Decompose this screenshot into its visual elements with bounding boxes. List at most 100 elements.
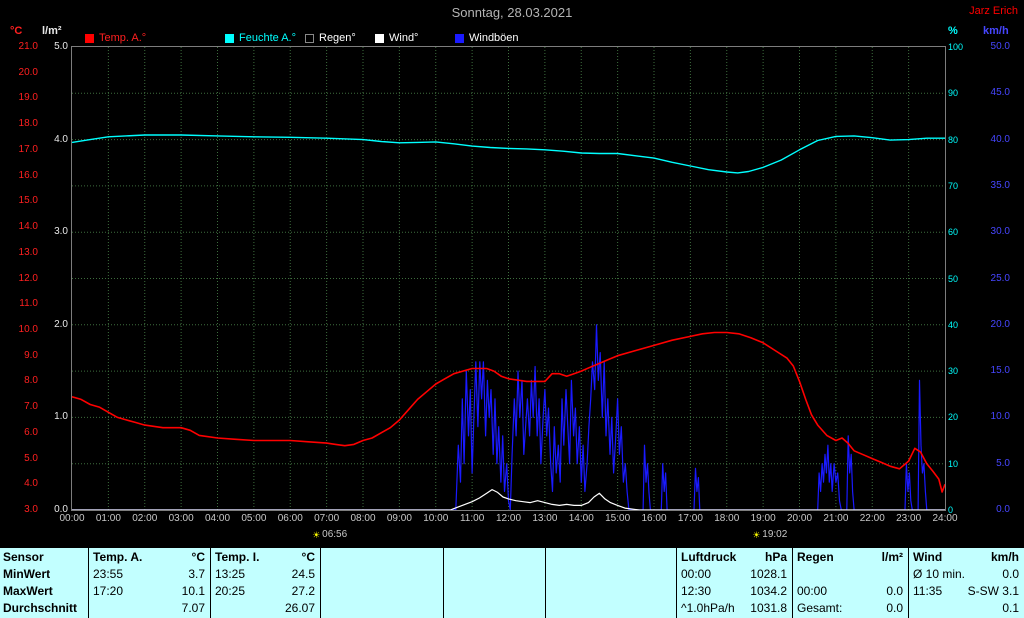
humidity-axis-tick: 100 [948,42,964,52]
time-axis-tick: 19:00 [750,513,776,524]
rain-axis-tick: 2.0 [54,318,68,330]
table-cell-tempA: 7.07 [93,601,205,616]
cell-time-label: Temp. A. [93,550,143,564]
table-cell-tempI: 13:25 24.5 [215,567,315,582]
cell-time-label: Regen [797,550,834,564]
legend-item-1[interactable]: Temp. A.° [85,33,146,44]
wind-axis-tick: 45.0 [990,87,1010,99]
sunrise-time: 06:56 [322,529,348,540]
table-cell-tempA: 23:55 3.7 [93,567,205,582]
temp-axis-tick: 5.0 [24,452,38,464]
table-row-label: Sensor [3,550,44,564]
time-axis-tick: 17:00 [677,513,703,524]
time-axis-tick: 22:00 [859,513,885,524]
temp-axis-tick: 13.0 [18,246,38,258]
temp-axis-tick: 9.0 [24,349,38,361]
series-Temp. A. [71,331,946,493]
table-column-divider [443,548,444,618]
time-axis-tick: 06:00 [277,513,303,524]
temp-axis-tick: 20.0 [18,66,38,78]
wind_kmh-axis-caption: km/h [983,25,1009,37]
legend-item-5[interactable]: Windböen [455,33,519,44]
rain_lm2-axis-caption: l/m² [42,25,62,37]
cell-value: S-SW 3.1 [967,584,1019,598]
legend-item-4[interactable]: Wind° [375,33,418,44]
cell-time-label: Ø 10 min. [913,567,966,581]
table-row-label: MaxWert [3,584,53,598]
cell-value: 7.07 [181,601,205,615]
temp-axis-tick: 21.0 [18,41,38,52]
time-axis-tick: 14:00 [568,513,594,524]
legend-swatch [375,34,384,43]
temp-axis-tick: 16.0 [18,169,38,181]
temp-axis-tick: 10.0 [18,323,38,335]
station-name: Jarz Erich [969,5,1018,17]
time-axis-tick: 24:00 [932,513,958,524]
legend-swatch [455,34,464,43]
time-axis-tick: 01:00 [95,513,121,524]
cell-time-label: Gesamt: [797,601,843,615]
legend-item-2[interactable]: Feuchte A.° [225,33,296,44]
cell-time-label: Wind [913,550,943,564]
humidity-axis-tick: 70 [948,180,959,191]
time-axis-tick: 10:00 [423,513,449,524]
rain-axis-tick: 3.0 [54,226,68,238]
cell-time-label: 17:20 [93,584,124,598]
cell-time-label: 20:25 [215,584,246,598]
legend-label: Feuchte A.° [239,32,296,44]
wind-axis-tick: 5.0 [996,457,1010,469]
table-cell-pressure: 00:00 1028.1 [681,567,787,582]
cell-value: l/m² [881,550,903,564]
table-cell-pressure: ^1.0hPa/h 1031.8 [681,601,787,616]
time-axis-tick: 05:00 [241,513,267,524]
humidity-axis-tick: 20 [948,412,959,423]
humidity-axis-tick: 80 [948,134,959,145]
sunrise-sun-icon: ☀ [312,529,321,540]
cell-time-label: Temp. I. [215,550,260,564]
summary-table: Sensor Temp. A. °C Temp. I. °C Luftdruck hPa Re… [0,547,1024,618]
humidity-axis-tick: 30 [948,366,959,377]
table-column-divider [676,548,677,618]
table-cell-wind: 11:35 S-SW 3.1 [913,584,1019,599]
cell-value: 1034.2 [750,584,787,598]
table-cell-tempA: 17:20 10.1 [93,584,205,599]
temp-axis-tick: 11.0 [19,298,38,310]
cell-time-label: 11:35 [913,584,943,598]
temp-axis-tick: 18.0 [18,118,38,130]
table-cell-tempI: 20:25 27.2 [215,584,315,599]
table-column-divider [545,548,546,618]
series-Feuchte A. [71,134,945,174]
sunset-time: 19:02 [762,529,788,540]
table-cell-wind: 0.1 [913,601,1019,616]
humidity-axis-tick: 50 [948,273,959,284]
table-column-divider [88,548,89,618]
temp-axis-tick: 19.0 [18,92,38,104]
wind-axis-tick: 50.0 [990,41,1010,52]
temp-axis-tick: 4.0 [24,478,38,490]
temp-axis-tick: 15.0 [18,195,38,207]
cell-value: hPa [764,550,787,564]
humidity-axis-tick: 60 [948,227,959,238]
legend-item-3[interactable]: Regen° [305,33,356,44]
cell-time-label: 00:00 [681,567,712,581]
cell-value: 0.0 [886,584,903,598]
wind-axis-tick: 30.0 [990,226,1010,238]
cell-value: 1031.8 [750,601,787,615]
sunset-marker: ☀ 19:02 [752,529,787,540]
wind-axis-tick: 35.0 [990,179,1010,191]
cell-value: km/h [990,550,1019,564]
time-axis-tick: 08:00 [350,513,376,524]
wind-axis-tick: 40.0 [990,133,1010,145]
table-cell-pressure: 12:30 1034.2 [681,584,787,599]
time-axis-tick: 09:00 [386,513,412,524]
time-axis-tick: 00:00 [59,513,85,524]
table-cell-wind: Ø 10 min. 0.0 [913,567,1019,582]
sunset-sun-icon: ☀ [752,529,761,540]
time-axis-tick: 04:00 [204,513,231,524]
time-axis-tick: 20:00 [786,513,813,524]
legend-label: Temp. A.° [99,32,147,44]
cell-value: 0.0 [886,601,903,615]
cell-value: 0.0 [1002,567,1019,581]
temp-axis-tick: 6.0 [24,426,38,438]
time-axis-tick: 12:00 [495,513,522,524]
